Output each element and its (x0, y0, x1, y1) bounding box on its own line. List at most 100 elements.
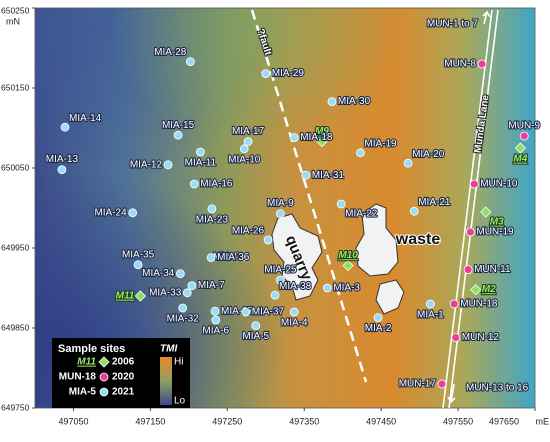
site-marker (134, 290, 146, 302)
site-label: MIA-18 (300, 132, 333, 143)
site-label: MIA-13 (46, 154, 79, 165)
y-tick-label: 650250 (1, 5, 30, 15)
site-marker (449, 299, 459, 309)
legend-marker (99, 387, 109, 397)
sites: M9M4M3M10M11M2MUN-8MUN-9MUN-10MUN-19MUN-… (45, 46, 542, 391)
site-label: MIA-11 (185, 158, 217, 169)
site-marker (342, 260, 354, 272)
site-label: MIA-8 (213, 251, 240, 262)
site-marker (241, 307, 251, 317)
site-marker (133, 260, 143, 270)
site-label: MIA-20 (412, 149, 445, 160)
axes: 497050 497150 497250 497350 497450 497550 4976… (1, 5, 549, 426)
site-series: M9 M4 M3 M10 M11 M2 (115, 125, 529, 302)
site-marker (210, 306, 220, 316)
colorbar (160, 357, 172, 405)
site-marker (355, 148, 365, 158)
site-label: MUN-12 (462, 332, 500, 343)
legend-entry: 2021 (112, 387, 135, 398)
site-marker (189, 179, 199, 189)
site-label: MIA-19 (364, 138, 397, 149)
site-marker (437, 379, 447, 389)
site-series: MIA-28 MIA-29 MIA-30 MIA-14 MIA-15 MIA-17 MIA-… (45, 46, 452, 343)
site-label: MIA-22 (345, 209, 378, 220)
site-label: MIA-2 (365, 323, 392, 334)
site-label: MUN-19 (476, 227, 514, 238)
x-tick-label: 497150 (135, 416, 165, 426)
site-marker (241, 252, 251, 262)
site-marker (175, 269, 185, 279)
site-marker (289, 307, 299, 317)
legend-entry: 2020 (112, 372, 135, 383)
site-label: MUN-9 (508, 121, 540, 132)
site-marker (270, 290, 280, 300)
site-marker (207, 204, 217, 214)
y-unit: mN (6, 16, 20, 26)
site-label: M11 (116, 291, 135, 302)
site-marker (480, 206, 492, 218)
site-marker (185, 57, 195, 66)
site-label: M2 (482, 284, 496, 295)
site-label: MIA-35 (122, 249, 155, 260)
site-series: MUN-8 MUN-9 MUN-10 MUN-19 MUN-11 MUN-18 MUN-12… (398, 58, 542, 391)
site-label: MUN-18 (460, 299, 498, 310)
legend-marker (98, 356, 110, 368)
x-tick-label: 497350 (289, 416, 319, 426)
site-marker (403, 158, 413, 168)
legend-example: M11 (77, 357, 96, 368)
site-marker (409, 206, 419, 216)
colorbar-high: Hi (174, 357, 183, 368)
y-tick-label: 650150 (1, 82, 30, 92)
site-label: MIA-7 (198, 280, 225, 291)
x-tick-label: 497050 (58, 416, 88, 426)
site-marker (301, 170, 311, 180)
site-label: MIA-32 (167, 314, 200, 325)
site-label: MIA-16 (200, 179, 233, 190)
x-tick-label: 497550 (443, 416, 473, 426)
site-label: MIA-37 (252, 307, 285, 318)
site-marker (275, 209, 285, 219)
road-edge (442, 9, 493, 409)
site-label: MUN-17 (399, 379, 437, 390)
site-marker (327, 97, 337, 106)
site-marker (182, 288, 192, 298)
south-arrow-label: MUN-13 to 16 (466, 383, 529, 394)
site-marker (251, 321, 261, 331)
colorbar-low: Lo (174, 396, 186, 407)
site-marker (275, 275, 285, 285)
site-label: M3 (490, 217, 504, 228)
site-label: MIA-3 (333, 283, 360, 294)
legend-example: MIA-5 (69, 387, 97, 398)
north-arrow-label: MUN-1 to 7 (427, 19, 479, 30)
site-marker (60, 122, 70, 132)
site-marker (451, 333, 461, 343)
site-marker (57, 165, 67, 175)
fault-line (250, 9, 368, 383)
site-marker (336, 199, 346, 209)
site-marker (206, 253, 216, 263)
waste-outline (375, 279, 405, 315)
y-tick-label: 649950 (1, 242, 30, 252)
site-label: MIA-9 (267, 198, 294, 209)
site-label: MIA-6 (202, 326, 229, 337)
site-marker (211, 315, 221, 325)
site-marker (178, 303, 188, 313)
site-label: MIA-4 (281, 318, 308, 329)
site-label: M10 (338, 250, 358, 261)
site-marker (187, 281, 197, 291)
site-marker (465, 227, 475, 237)
legend-example: MUN-18 (59, 372, 97, 383)
legend-title: Sample sites (58, 343, 125, 355)
site-label: MIA-33 (149, 287, 182, 298)
site-label: MIA-12 (130, 159, 163, 170)
site-marker (514, 142, 526, 154)
site-label: MIA-26 (232, 226, 265, 237)
y-tick-label: 649850 (1, 322, 30, 332)
site-label: MIA-24 (94, 207, 127, 218)
site-label: MIA-17 (232, 126, 265, 137)
site-label: MIA-10 (228, 154, 261, 165)
legend: Sample sites TMI Hi Lo M11 2006 MUN-18 2020… (52, 338, 190, 408)
site-marker (243, 137, 253, 147)
site-label: MUN-10 (480, 179, 518, 190)
